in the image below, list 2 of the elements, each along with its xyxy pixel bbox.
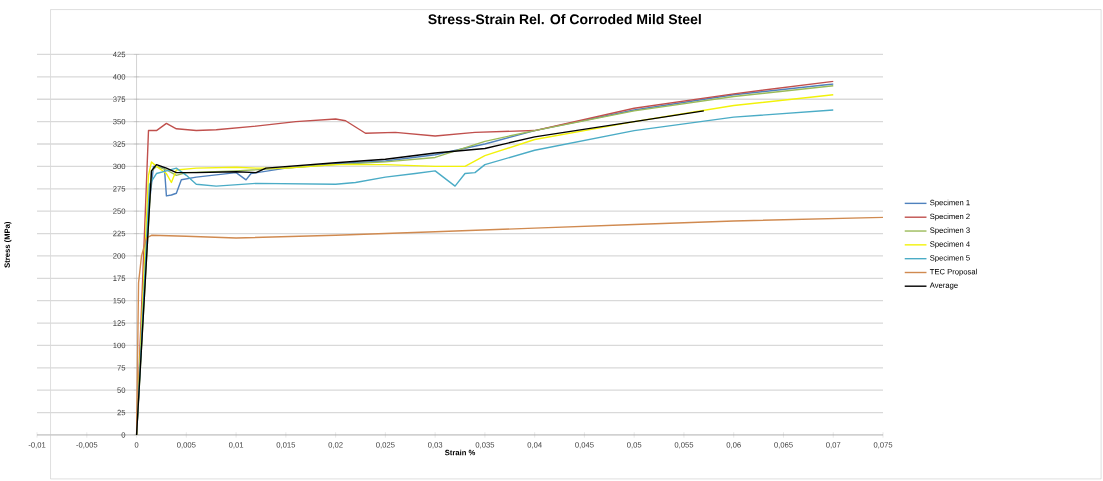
chart-title: Stress-Strain Rel. Of Corroded Mild Steel (428, 14, 701, 25)
line-series (135, 110, 705, 436)
